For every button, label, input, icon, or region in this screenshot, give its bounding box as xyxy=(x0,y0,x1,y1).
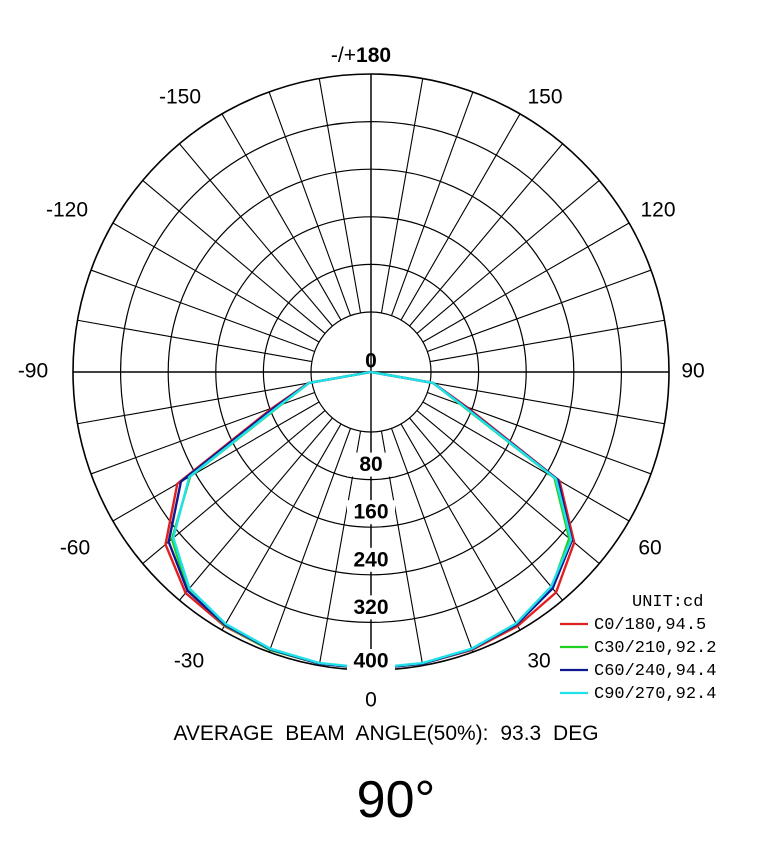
angle-label: 120 xyxy=(640,199,675,222)
ring-label: 0 xyxy=(365,350,377,373)
grid-spoke xyxy=(112,222,320,343)
grid-spoke xyxy=(77,381,313,425)
grid-spoke xyxy=(268,428,351,653)
polar-chart: 0 30 -30 60 -60 90 -90 120 -120 150 -150 -/+180 0 80… xyxy=(18,44,717,712)
grid-spoke xyxy=(409,417,563,601)
grid-spoke xyxy=(221,423,342,631)
angle-label: -120 xyxy=(46,199,88,222)
ring-label-bg xyxy=(347,649,395,673)
grid-spoke xyxy=(409,143,563,327)
angle-label: -90 xyxy=(18,360,48,383)
grid-spoke xyxy=(391,91,474,316)
grid-spoke xyxy=(179,417,333,601)
ring-label: 80 xyxy=(359,453,382,476)
angle-label: -30 xyxy=(174,650,204,673)
grid-spoke xyxy=(429,319,665,363)
grid-spoke xyxy=(427,269,652,352)
ring-label: 400 xyxy=(353,650,388,673)
ring-label: 160 xyxy=(353,501,388,524)
angle-labels: 0 30 -30 60 -60 90 -90 120 -120 150 -150 -/+180 xyxy=(18,44,705,712)
angle-label: 0 xyxy=(365,689,377,712)
ring-label-bg xyxy=(347,547,395,572)
grid-spoke xyxy=(90,269,315,352)
legend: UNIT:cd C0/180,94.5 C30/210,92.2 C60/240,9… xyxy=(560,593,716,704)
legend-label: C60/240,94.4 xyxy=(594,662,716,681)
ring-label: 240 xyxy=(353,548,388,571)
legend-label: C90/270,92.4 xyxy=(594,685,716,704)
angle-label: 30 xyxy=(527,650,550,673)
grid-spoke xyxy=(400,113,521,321)
angle-label: -/+180 xyxy=(331,44,391,67)
unit-label: UNIT:cd xyxy=(632,593,703,612)
grid-spoke xyxy=(422,222,630,343)
angle-label: -150 xyxy=(159,86,201,109)
beam-angle-title: 90° xyxy=(356,771,436,829)
angle-label: 90 xyxy=(681,360,704,383)
ring-label: 320 xyxy=(353,596,388,619)
grid-spoke xyxy=(221,113,342,321)
grid-spoke xyxy=(318,78,362,314)
grid-spoke xyxy=(380,78,424,314)
ring-labels: 0 80 160 240 320 400 xyxy=(347,350,395,673)
legend-label: C0/180,94.5 xyxy=(594,616,706,635)
grid-spoke xyxy=(142,180,326,334)
ring-label-bg xyxy=(347,595,395,620)
grid-spoke xyxy=(391,428,474,653)
grid-spoke xyxy=(400,423,521,631)
grid-spoke xyxy=(112,401,320,522)
ring-label-bg xyxy=(347,500,395,525)
angle-label: 150 xyxy=(527,86,562,109)
legend-label: C30/210,92.2 xyxy=(594,639,716,658)
grid-spoke xyxy=(77,319,313,363)
ring-label-bg xyxy=(347,452,395,477)
grid-spoke xyxy=(416,180,600,334)
grid-spoke xyxy=(179,143,333,327)
grid-spoke xyxy=(268,91,351,316)
average-beam-angle: AVERAGE BEAM ANGLE(50%): 93.3 DEG xyxy=(173,722,599,745)
angle-label: -60 xyxy=(60,537,90,560)
grid-spoke xyxy=(429,381,665,425)
angle-label: 60 xyxy=(638,537,661,560)
grid-spoke xyxy=(422,401,630,522)
